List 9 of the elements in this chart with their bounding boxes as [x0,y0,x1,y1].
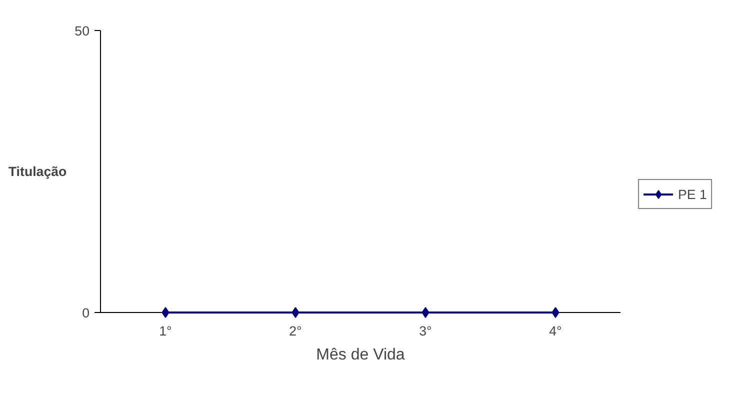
x-tick-label: 3° [419,324,432,338]
x-axis-title: Mês de Vida [316,346,405,364]
legend-label: PE 1 [678,186,707,202]
x-tick-label: 4° [549,324,562,338]
x-tick-label: 2° [289,324,302,338]
y-tick-label: 50 [74,24,90,38]
y-axis-title: Titulação [8,164,67,179]
y-tick-label: 0 [82,306,90,320]
x-tick-label: 1° [159,324,172,338]
